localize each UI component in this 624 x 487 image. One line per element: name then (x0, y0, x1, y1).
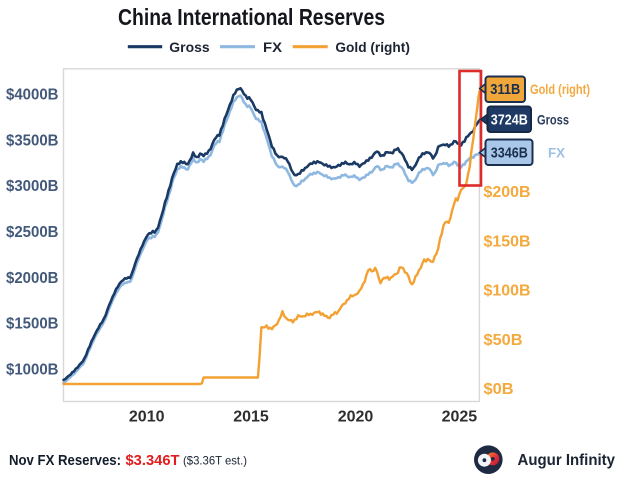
svg-text:$3000B: $3000B (6, 178, 59, 195)
svg-text:($3.36T est.): ($3.36T est.) (183, 454, 247, 468)
svg-text:2020: 2020 (338, 408, 374, 425)
svg-text:$50B: $50B (484, 332, 523, 349)
svg-text:Augur Infinity: Augur Infinity (518, 452, 616, 469)
svg-text:$1000B: $1000B (6, 362, 59, 379)
svg-text:$0B: $0B (484, 381, 514, 398)
svg-text:$200B: $200B (484, 184, 531, 201)
svg-text:$100B: $100B (484, 283, 531, 300)
svg-text:FX: FX (548, 146, 565, 162)
svg-text:3724B: 3724B (491, 112, 528, 128)
svg-text:2010: 2010 (129, 408, 165, 425)
svg-text:3346B: 3346B (491, 145, 528, 161)
svg-text:Gross: Gross (169, 40, 209, 56)
svg-text:$3.346T: $3.346T (126, 452, 180, 469)
svg-text:$1500B: $1500B (6, 316, 59, 333)
svg-text:Nov FX Reserves:: Nov FX Reserves: (9, 452, 121, 469)
svg-text:Gold (right): Gold (right) (530, 82, 590, 97)
svg-text:China International Reserves: China International Reserves (118, 4, 385, 30)
svg-text:FX: FX (263, 40, 283, 56)
svg-text:2025: 2025 (442, 408, 478, 425)
svg-text:2015: 2015 (233, 408, 269, 425)
svg-text:311B: 311B (490, 82, 520, 98)
svg-text:Gold (right): Gold (right) (335, 40, 410, 56)
svg-text:$2500B: $2500B (6, 224, 59, 241)
svg-text:$2000B: $2000B (6, 270, 59, 287)
svg-text:$4000B: $4000B (6, 87, 59, 104)
svg-text:Gross: Gross (537, 113, 569, 129)
svg-text:$150B: $150B (484, 234, 531, 251)
svg-text:$3500B: $3500B (6, 132, 59, 149)
